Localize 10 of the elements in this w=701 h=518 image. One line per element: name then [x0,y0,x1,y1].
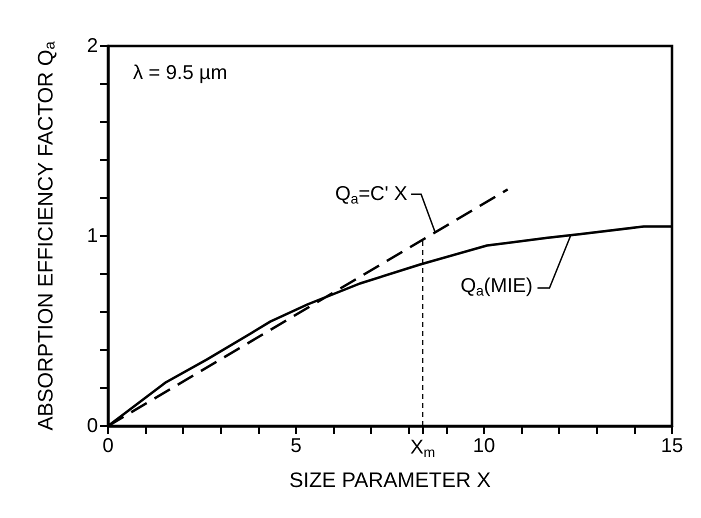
y-tick-label: 2 [86,35,98,57]
y-tick-label: 1 [86,225,98,247]
y-axis-title: ABSORPTION EFFICIENCY FACTOR Qa [34,40,58,430]
x-tick-label: 10 [472,435,496,457]
annotation: λ = 9.5 µm [133,62,228,84]
x-tick-label: 15 [660,435,684,457]
x-tick-label: 0 [102,435,114,457]
x-tick-label: 5 [290,435,302,457]
x-axis-title: SIZE PARAMETER X [289,469,491,492]
y-tick-label: 0 [86,415,98,437]
